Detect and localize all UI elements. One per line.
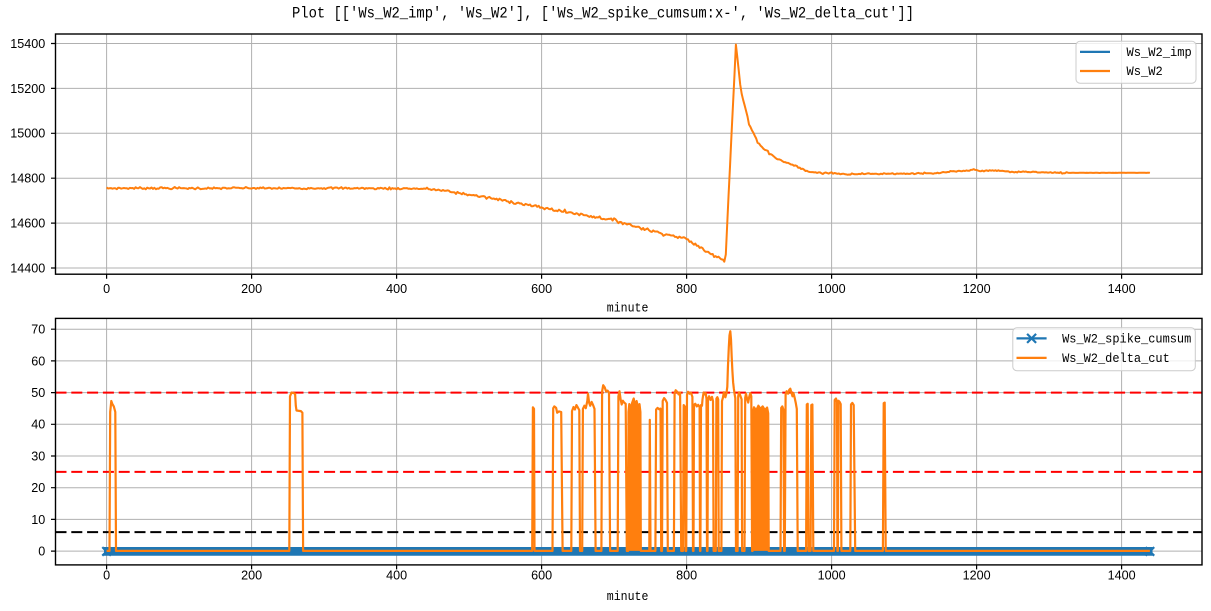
svg-text:Ws_W2_delta_cut: Ws_W2_delta_cut	[1062, 351, 1170, 366]
svg-text:Ws_W2: Ws_W2	[1127, 64, 1163, 79]
svg-text:15200: 15200	[10, 82, 45, 96]
svg-text:400: 400	[386, 282, 407, 296]
svg-text:70: 70	[31, 323, 45, 337]
svg-text:1400: 1400	[1108, 282, 1136, 296]
svg-text:50: 50	[31, 386, 45, 400]
svg-text:1200: 1200	[963, 282, 991, 296]
svg-text:200: 200	[241, 282, 262, 296]
svg-text:0: 0	[103, 569, 110, 583]
svg-text:800: 800	[676, 569, 697, 583]
svg-text:20: 20	[31, 481, 45, 495]
svg-text:14400: 14400	[10, 261, 45, 275]
svg-text:1000: 1000	[818, 282, 846, 296]
svg-text:1200: 1200	[963, 569, 991, 583]
svg-text:15400: 15400	[10, 37, 45, 51]
svg-text:minute: minute	[607, 589, 649, 604]
svg-text:1400: 1400	[1108, 569, 1136, 583]
svg-text:1000: 1000	[818, 569, 846, 583]
svg-text:minute: minute	[607, 301, 649, 316]
svg-text:600: 600	[531, 569, 552, 583]
svg-text:800: 800	[676, 282, 697, 296]
svg-text:60: 60	[31, 354, 45, 368]
svg-text:400: 400	[386, 569, 407, 583]
svg-text:30: 30	[31, 449, 45, 463]
svg-text:Plot [['Ws_W2_imp', 'Ws_W2'],: Plot [['Ws_W2_imp', 'Ws_W2'], ['Ws_W2_sp…	[292, 5, 914, 23]
svg-text:14600: 14600	[10, 217, 45, 231]
svg-text:14800: 14800	[10, 172, 45, 186]
svg-text:15000: 15000	[10, 127, 45, 141]
svg-text:600: 600	[531, 282, 552, 296]
svg-text:0: 0	[38, 545, 45, 559]
svg-text:0: 0	[103, 282, 110, 296]
svg-text:40: 40	[31, 418, 45, 432]
svg-text:Ws_W2_imp: Ws_W2_imp	[1127, 45, 1192, 60]
svg-text:10: 10	[31, 513, 45, 527]
svg-text:200: 200	[241, 569, 262, 583]
svg-text:Ws_W2_spike_cumsum: Ws_W2_spike_cumsum	[1062, 332, 1191, 347]
